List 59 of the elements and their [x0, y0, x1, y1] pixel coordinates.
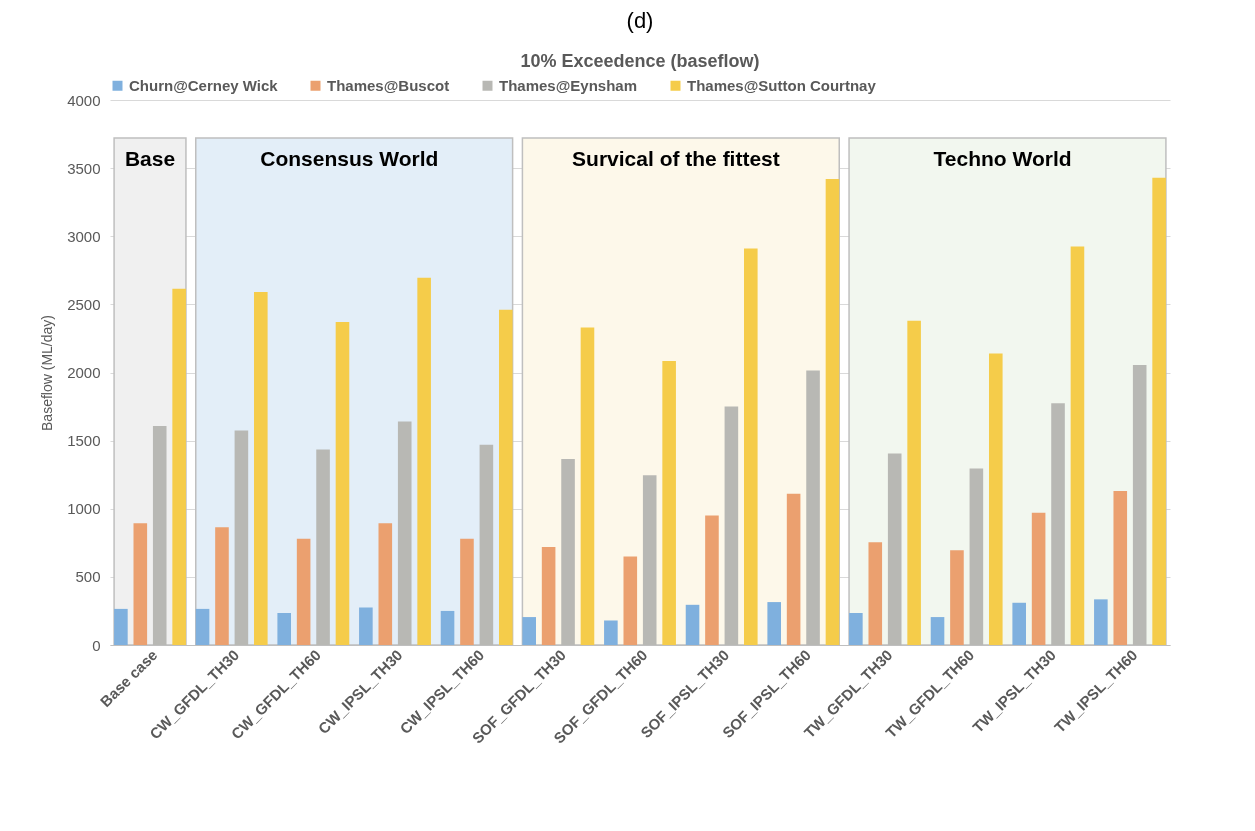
- bar: [868, 542, 883, 645]
- bar: [623, 556, 638, 645]
- bar: [1070, 246, 1085, 645]
- legend-label: Thames@Eynsham: [499, 76, 638, 94]
- band-label: Consensus World: [260, 147, 439, 170]
- bar: [825, 179, 840, 645]
- bar: [499, 309, 513, 645]
- bar: [907, 320, 921, 645]
- band-label: Base: [124, 147, 176, 170]
- y-tick-label: 3000: [67, 227, 101, 245]
- bar: [378, 523, 393, 645]
- chart-subtitle: 10% Exceedence (baseflow): [520, 51, 760, 71]
- bar: [1113, 491, 1128, 645]
- bar: [744, 248, 758, 645]
- bar: [296, 538, 311, 645]
- bar: [580, 327, 595, 645]
- y-tick-label: 3500: [67, 159, 101, 177]
- chart-title: (d): [626, 8, 654, 33]
- bar: [133, 523, 148, 645]
- bar: [460, 538, 474, 645]
- y-tick-label: 0: [92, 636, 101, 654]
- band-label: Survical of the fittest: [572, 147, 780, 170]
- bar: [440, 610, 455, 645]
- y-axis-title: Baseflow (ML/day): [39, 315, 56, 431]
- bar: [114, 608, 128, 645]
- bar: [1152, 177, 1166, 645]
- legend-label: Thames@Buscot: [327, 76, 450, 94]
- band-label: Techno World: [933, 147, 1072, 170]
- y-tick-label: 2000: [67, 364, 101, 381]
- bar: [930, 617, 945, 645]
- bar: [767, 602, 781, 645]
- legend-label: Thames@Sutton Courtnay: [687, 76, 877, 94]
- bar: [662, 360, 676, 645]
- bar: [541, 546, 556, 645]
- bar: [215, 527, 229, 645]
- bar: [254, 292, 268, 645]
- bar: [1031, 512, 1046, 645]
- bar: [604, 620, 618, 645]
- bar: [849, 612, 863, 645]
- legend-label: Churn@Cerney Wick: [129, 76, 279, 94]
- y-tick-label: 500: [75, 568, 101, 586]
- bar: [685, 604, 700, 645]
- bar: [359, 607, 373, 645]
- y-tick-label: 2500: [67, 295, 101, 313]
- bar: [335, 322, 350, 645]
- bar: [1012, 602, 1026, 645]
- bar: [277, 612, 292, 645]
- bar: [195, 608, 210, 645]
- y-tick-label: 1500: [67, 432, 101, 450]
- bar: [1094, 599, 1108, 645]
- bar: [172, 288, 186, 645]
- bar: [705, 515, 719, 645]
- bar: [417, 277, 431, 645]
- y-tick-label: 4000: [67, 91, 101, 109]
- y-tick-label: 1000: [67, 500, 101, 518]
- bar: [950, 550, 964, 645]
- bar: [522, 617, 536, 645]
- bar: [988, 353, 1003, 645]
- bar: [786, 493, 801, 645]
